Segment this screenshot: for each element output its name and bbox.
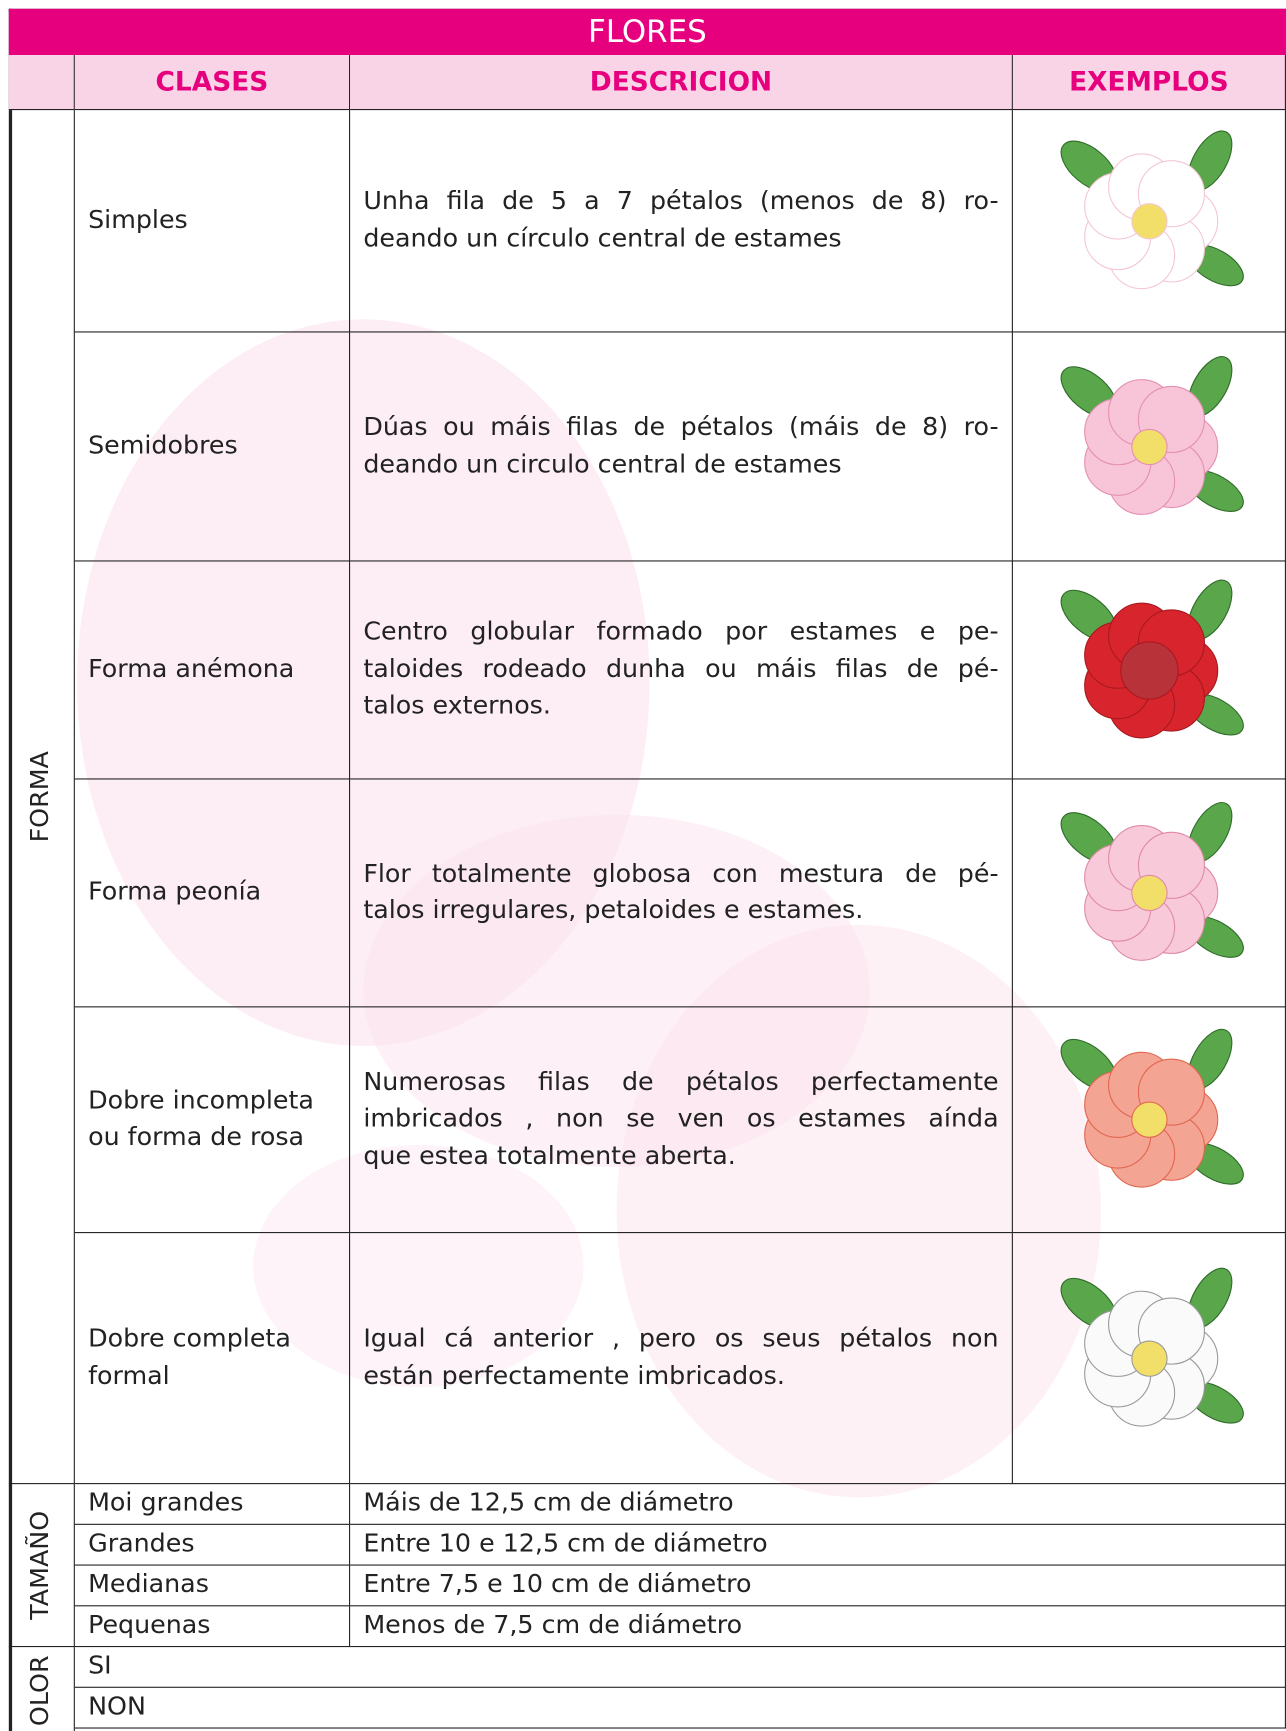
description-line: están perfectamente imbricados. [363, 1361, 785, 1391]
class-cell: Medianas [74, 1565, 351, 1607]
description-line: Dúas ou máis filas de pétalos (máis de 8… [363, 413, 999, 442]
title-text: FLORES [588, 12, 707, 50]
description: Igual cá anterior , pero os seus pétalos… [363, 1321, 998, 1394]
group-label: FORMA [8, 110, 75, 1485]
class-cell: NON [74, 1687, 1286, 1729]
example-cell [1012, 561, 1286, 780]
group-label: TAMAÑO [8, 1484, 75, 1648]
column-header: CLASES [74, 55, 351, 111]
description-line: Flor totalmente globosa con mestura de p… [363, 859, 999, 889]
group-label: OLOR [9, 1647, 75, 1731]
description-cell: Entre 10 e 12,5 cm de diámetro [350, 1524, 1286, 1566]
class-cell-text: Medianas [88, 1570, 209, 1600]
class-cell: Forma peonía [74, 779, 351, 1008]
description: Flor totalmente globosa con mestura de p… [363, 856, 998, 929]
description-cell: Menos de 7,5 cm de diámetro [350, 1606, 1286, 1648]
class-cell-text: Forma anémona [88, 654, 295, 684]
description-line: Máis de 12,5 cm de diámetro [363, 1488, 734, 1518]
description-line: Numerosas filas de pétalos perfectamente [363, 1067, 999, 1097]
description: Dúas ou máis filas de pétalos (máis de 8… [363, 410, 998, 483]
group-label-text: OLOR [26, 1655, 55, 1726]
example-cell [1012, 779, 1286, 1008]
description: Numerosas filas de pétalos perfectamente… [363, 1065, 998, 1175]
flower-image [1060, 802, 1244, 961]
description-cell: Unha fila de 5 a 7 pétalos (menos de 8) … [350, 110, 1013, 333]
group-label-text: FORMA [26, 750, 55, 843]
flower-image [1060, 1028, 1244, 1188]
class-cell: Dobre incompleta ou forma de rosa [74, 1007, 351, 1234]
description-cell: Numerosas filas de pétalos perfectamente… [350, 1007, 1013, 1234]
class-cell-text: Simples [88, 205, 188, 235]
title: FLORES [8, 8, 1286, 56]
class-cell: Simples [74, 110, 351, 333]
flower-image [1060, 355, 1244, 515]
description-line: Entre 7,5 e 10 cm de diámetro [363, 1570, 752, 1600]
description: Entre 7,5 e 10 cm de diámetro [363, 1567, 1271, 1604]
description-cell: Entre 7,5 e 10 cm de diámetro [350, 1565, 1286, 1607]
class-cell-text: Forma peonía [88, 877, 262, 907]
description-line: deando un círculo central de estames [363, 224, 842, 253]
description-line: Centro globular formado por estames e pe… [363, 618, 999, 647]
class-cell: Moi grandes [74, 1484, 351, 1525]
example-cell [1012, 332, 1286, 562]
header-blank [8, 55, 75, 111]
description-line: deando un circulo central de estames [363, 449, 842, 479]
description-cell: Centro globular formado por estames e pe… [350, 561, 1013, 780]
description-line: talos externos. [363, 691, 551, 721]
class-cell: Semidobres [74, 332, 351, 562]
class-cell: SI [74, 1647, 1286, 1688]
description-line: imbricados , non se ven os estames aínda [363, 1104, 999, 1134]
column-header: DESCRICION [350, 55, 1013, 111]
flower-image [1060, 1267, 1244, 1427]
description-line: talos irregulares, petaloides e estames. [363, 896, 864, 925]
class-cell-text: Pequenas [88, 1611, 211, 1640]
class-cell: Forma anémona [74, 561, 351, 780]
group-label-text: TAMAÑO [26, 1510, 55, 1620]
description-line: Unha fila de 5 a 7 pétalos (menos de 8) … [363, 187, 999, 216]
class-cell: Pequenas [74, 1606, 351, 1648]
class-cell-text: Grandes [88, 1529, 195, 1559]
description-line: Igual cá anterior , pero os seus pétalos… [363, 1324, 999, 1354]
description-cell: Flor totalmente globosa con mestura de p… [350, 779, 1013, 1008]
description: Menos de 7,5 cm de diámetro [363, 1608, 1271, 1645]
description-cell: Máis de 12,5 cm de diámetro [350, 1484, 1286, 1525]
class-cell-text: Dobre completa formal [88, 1324, 291, 1391]
description: Entre 10 e 12,5 cm de diámetro [363, 1526, 1271, 1563]
description: Máis de 12,5 cm de diámetro [363, 1486, 1271, 1523]
example-cell [1012, 110, 1286, 333]
column-header: EXEMPLOS [1012, 55, 1286, 111]
description: Unha fila de 5 a 7 pétalos (menos de 8) … [363, 184, 998, 257]
class-cell-text: NON [88, 1692, 146, 1722]
description-cell: Dúas ou máis filas de pétalos (máis de 8… [350, 332, 1013, 562]
class-cell-text: SI [88, 1651, 112, 1681]
description-line: Menos de 7,5 cm de diámetro [363, 1611, 743, 1640]
class-cell-text: Semidobres [88, 431, 238, 461]
column-header-text: EXEMPLOS [1069, 66, 1229, 97]
description-line: taloides rodeado dunha ou máis filas de … [363, 654, 999, 684]
description: Centro globular formado por estames e pe… [363, 615, 998, 725]
example-cell [1012, 1233, 1286, 1485]
class-cell: Dobre completa formal [74, 1233, 351, 1485]
description-line: Entre 10 e 12,5 cm de diámetro [363, 1529, 768, 1559]
flower-image [1060, 129, 1244, 289]
class-cell-text: Dobre incompleta ou forma de rosa [88, 1086, 314, 1152]
column-header-text: CLASES [155, 66, 269, 97]
example-cell [1012, 1007, 1286, 1234]
class-cell: Grandes [74, 1524, 351, 1566]
column-header-text: DESCRICION [589, 66, 773, 97]
description-line: que estea totalmente aberta. [363, 1141, 736, 1171]
flower-image [1060, 579, 1244, 738]
class-cell-text: Moi grandes [88, 1488, 244, 1518]
description-cell: Igual cá anterior , pero os seus pétalos… [350, 1233, 1013, 1485]
